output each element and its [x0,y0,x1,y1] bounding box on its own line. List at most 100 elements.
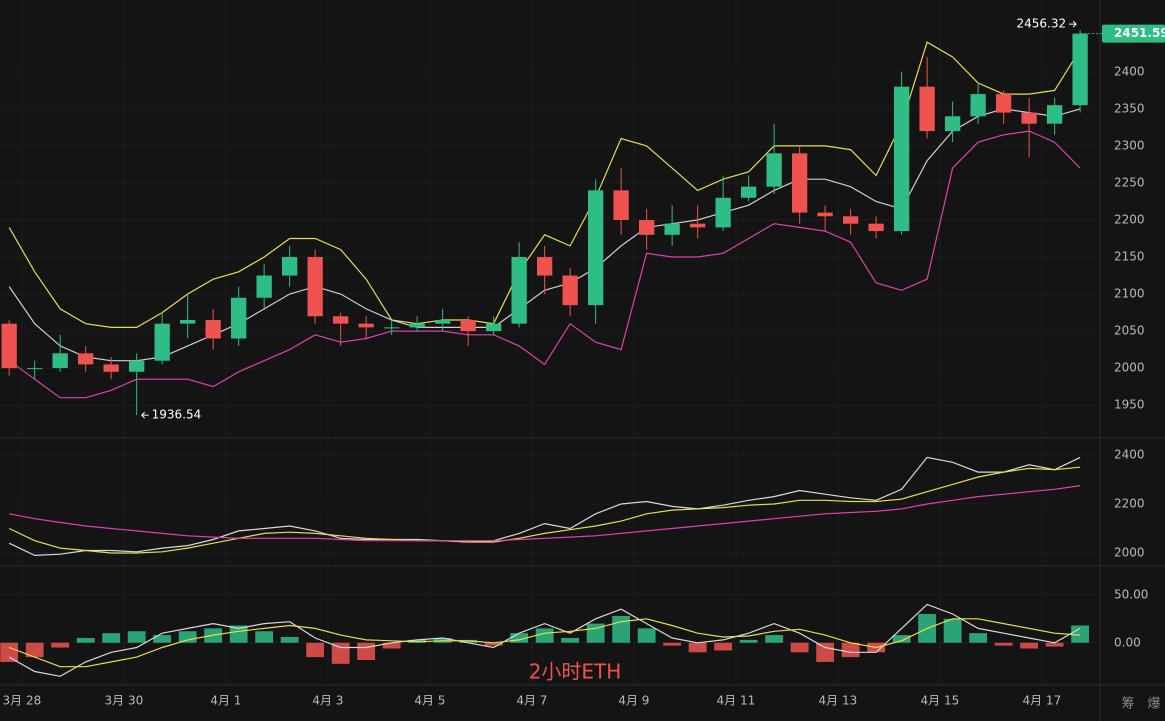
line-series [9,485,1081,542]
corner-icon: 筹 [1121,696,1134,712]
y-tick-label: 2350 [1114,101,1145,115]
candle-body [129,360,145,372]
x-tick-label: 4月 3 [312,694,343,708]
candle-body [78,353,94,365]
y-tick-label: 2200 [1114,212,1145,226]
candle-body [27,368,43,370]
macd-bar [153,635,172,643]
macd-bar [943,618,962,643]
candle-body [868,223,884,232]
candle-body [1046,105,1063,124]
candle-body [384,327,400,329]
macd-bar [280,637,299,643]
high-arrow [1069,20,1077,28]
candle-body [409,323,425,328]
candle-body [333,316,349,324]
macd-bar [816,642,835,662]
macd-bar [229,625,248,643]
x-tick-label: 4月 9 [618,694,649,708]
macd-bar [102,633,121,643]
y-tick-label: 2250 [1114,175,1145,189]
y-tick-label: 2300 [1114,138,1145,152]
line-series [8,130,1081,399]
candle-body [1,323,17,369]
candle-body [562,275,578,306]
line-series [8,618,1081,668]
candle-body [944,116,961,132]
line-series [8,456,1081,557]
y-tick-label: 2000 [1114,361,1145,375]
candle-body [282,257,298,276]
macd-bar [637,628,656,643]
candle-body [715,197,731,228]
macd-bar [535,628,554,643]
macd-bar [841,642,860,658]
macd-bar [51,642,70,648]
y-tick-label: 2150 [1114,250,1145,264]
candle-body [638,219,655,235]
macd-bar [1020,642,1039,649]
macd-bar [331,642,350,664]
candle-body [511,257,527,324]
line-series [8,466,1081,554]
candle-body [205,319,221,339]
macd-bar [1045,642,1064,647]
y-tick-label: 0.00 [1114,635,1141,649]
macd-bar [765,635,784,643]
price-tag [1102,24,1165,43]
x-tick-label: 4月 17 [1022,694,1061,708]
candle-body [766,153,782,187]
candle-body [817,212,833,217]
candle-body [995,94,1012,113]
candle-body [231,297,247,339]
x-tick-label: 4月 5 [414,694,445,708]
candle-body [103,364,119,372]
macd-bar [306,642,325,658]
macd-bar [484,642,503,646]
y-tick-label: 2050 [1114,324,1145,338]
macd-bar [76,637,95,643]
x-tick-label: 4月 15 [921,694,960,708]
macd-bar [0,642,19,662]
candle-body [536,257,553,276]
price-tag-label: 2451.59 [1114,26,1165,40]
high-label: 2456.32 [1016,17,1066,31]
y-tick-label: 2100 [1114,287,1145,301]
candle-body [485,323,502,332]
x-tick-label: 3月 28 [3,694,42,708]
candle-body [256,275,272,298]
candle-body [587,190,604,306]
low-label: 1936.54 [152,408,202,422]
watermark: 2小时ETH [529,660,622,684]
x-tick-label: 3月 30 [105,694,144,708]
macd-bar [357,642,376,660]
candle-body [307,257,323,317]
macd-bar [382,642,401,649]
macd-bar [561,637,580,643]
macd-bar [969,633,988,643]
candle-body [893,86,910,232]
macd-bar [127,631,146,643]
macd-bar [178,631,197,643]
y-tick-label: 50.00 [1114,587,1148,601]
candle-body [1072,33,1088,106]
line-series [8,603,1081,677]
corner-icon: 爆 [1147,697,1160,712]
macd-bar [994,642,1013,646]
macd-bar [739,639,758,643]
y-tick-label: 2200 [1114,496,1145,510]
candle-body [1021,112,1037,124]
macd-bar [688,642,707,653]
macd-bar [892,635,911,643]
macd-bar [25,642,44,658]
y-tick-label: 2000 [1114,545,1145,559]
candle-body [842,216,859,224]
candle-body [460,319,476,332]
y-tick-label: 2400 [1114,64,1145,78]
macd-bar [510,633,529,643]
candle-body [613,190,629,220]
candle-body [52,353,68,369]
candle-body [970,94,986,117]
